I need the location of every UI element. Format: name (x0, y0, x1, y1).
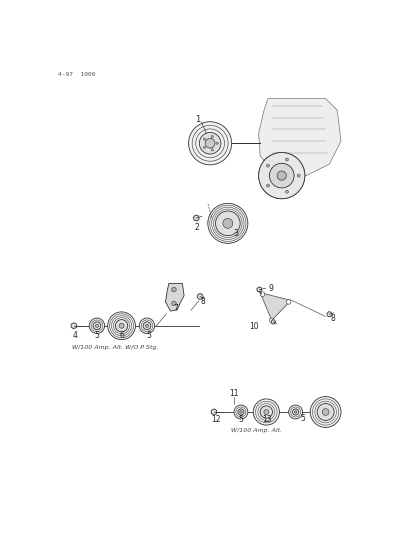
Polygon shape (211, 409, 216, 415)
Polygon shape (326, 312, 331, 317)
Text: 5: 5 (238, 415, 243, 424)
Circle shape (89, 318, 104, 334)
Circle shape (203, 146, 205, 149)
Circle shape (266, 164, 269, 167)
Circle shape (269, 163, 293, 188)
Circle shape (119, 324, 124, 328)
Circle shape (211, 149, 213, 151)
Circle shape (143, 322, 151, 329)
Circle shape (321, 409, 328, 415)
Text: 4: 4 (73, 330, 78, 340)
Text: 5: 5 (146, 330, 151, 340)
Polygon shape (256, 287, 261, 292)
Polygon shape (165, 284, 184, 311)
Circle shape (199, 133, 220, 154)
Text: 13: 13 (262, 415, 271, 424)
Polygon shape (260, 293, 290, 320)
Text: 2: 2 (194, 223, 199, 232)
Polygon shape (258, 99, 340, 175)
Circle shape (215, 211, 240, 236)
Circle shape (95, 324, 98, 327)
Circle shape (282, 182, 285, 184)
Circle shape (203, 138, 205, 140)
Text: 5: 5 (299, 414, 304, 423)
Text: 7: 7 (173, 304, 178, 313)
Circle shape (274, 179, 276, 181)
Circle shape (93, 322, 101, 329)
Circle shape (288, 405, 302, 419)
Circle shape (211, 135, 213, 138)
Circle shape (317, 403, 333, 421)
Text: W/100 Amp. Alt. W/O P Stg.: W/100 Amp. Alt. W/O P Stg. (71, 345, 157, 350)
Polygon shape (193, 215, 199, 221)
Text: 8: 8 (200, 297, 205, 305)
Polygon shape (71, 322, 76, 329)
Circle shape (260, 406, 272, 418)
Text: 12: 12 (211, 415, 220, 424)
Circle shape (285, 300, 290, 304)
Circle shape (263, 409, 268, 415)
Circle shape (216, 142, 218, 144)
Circle shape (266, 184, 269, 187)
Circle shape (260, 292, 264, 296)
Polygon shape (197, 294, 203, 299)
Circle shape (234, 405, 247, 419)
Circle shape (310, 397, 340, 427)
Circle shape (239, 411, 242, 413)
Circle shape (222, 219, 232, 228)
Text: 9: 9 (268, 284, 273, 293)
Circle shape (297, 174, 299, 177)
Circle shape (274, 169, 276, 172)
Text: 8: 8 (330, 313, 335, 322)
Circle shape (282, 167, 285, 169)
Circle shape (205, 139, 214, 148)
Circle shape (269, 318, 273, 322)
Circle shape (145, 324, 148, 327)
Text: 1: 1 (195, 115, 200, 124)
Circle shape (276, 171, 285, 180)
Circle shape (115, 320, 128, 332)
Text: 6: 6 (119, 330, 124, 340)
Text: W/100 Amp. Alt.: W/100 Amp. Alt. (230, 428, 281, 433)
Circle shape (285, 158, 288, 161)
Circle shape (139, 318, 154, 334)
Text: 4-97  1000: 4-97 1000 (58, 71, 96, 77)
Circle shape (276, 170, 287, 181)
Circle shape (258, 152, 304, 199)
Text: 11: 11 (229, 389, 238, 398)
Circle shape (292, 409, 298, 415)
Polygon shape (270, 320, 275, 324)
Circle shape (269, 163, 293, 188)
Circle shape (258, 152, 304, 199)
Circle shape (288, 174, 290, 177)
Circle shape (171, 287, 176, 292)
Text: 5: 5 (94, 330, 99, 340)
Circle shape (237, 409, 243, 415)
Circle shape (188, 122, 231, 165)
Text: 10: 10 (249, 322, 258, 331)
Circle shape (171, 301, 176, 306)
Text: 3: 3 (233, 229, 237, 238)
Circle shape (294, 411, 296, 413)
Circle shape (285, 190, 288, 193)
Circle shape (108, 312, 135, 340)
Circle shape (207, 203, 247, 244)
Circle shape (253, 399, 279, 425)
